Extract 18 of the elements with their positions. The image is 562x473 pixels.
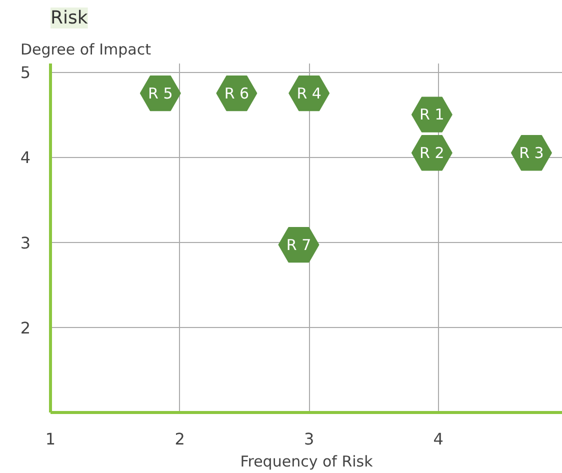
annotation: R 1 [420,106,444,124]
y-tick-label: 5 [20,63,31,82]
annotation: R 5 [148,84,173,102]
y-tick-label: 4 [20,148,31,168]
x-tick-label: 2 [174,430,185,448]
x-tick-label: 1 [45,430,56,448]
x-tick-label: 3 [304,430,314,448]
annotation: R 4 [296,84,322,102]
annotation: R 2 [420,144,444,162]
y-axis-title: Degree of Impact [20,40,152,58]
annotation: R 7 [286,236,312,254]
x-axis-title: Frequency of Risk [240,452,374,470]
y-tick-label: 2 [20,318,31,338]
x-tick-label: 4 [433,430,444,448]
annotation: R 6 [224,84,250,102]
y-tick-label: 3 [20,233,31,252]
annotation: R 3 [519,144,544,162]
chart-title: Risk [50,8,88,28]
